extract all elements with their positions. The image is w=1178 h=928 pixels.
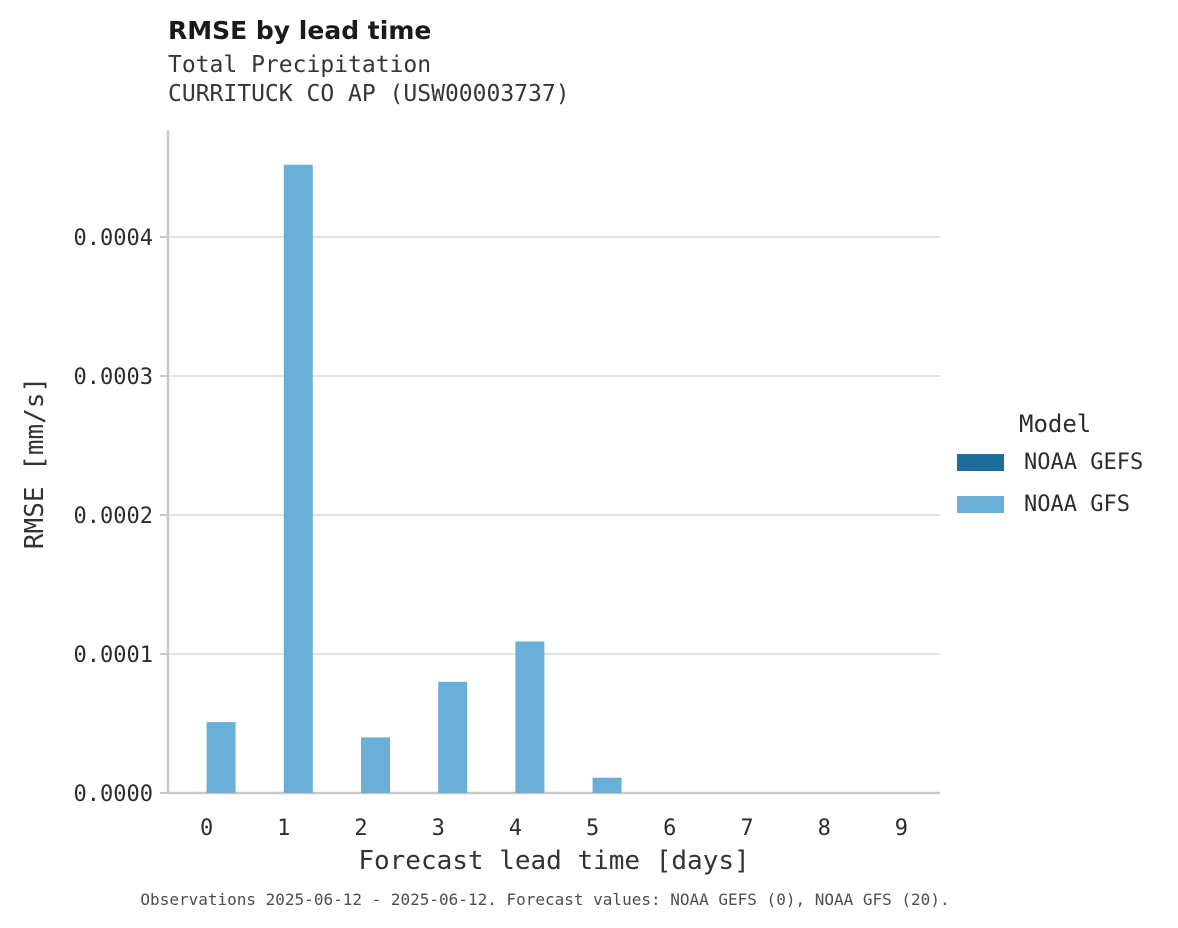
bar-noaa-gfs-day-2: [361, 737, 390, 793]
legend-label-noaa-gefs: NOAA GEFS: [1024, 450, 1144, 475]
y-tick-label: 0.0002: [74, 504, 153, 529]
y-tick-label: 0.0004: [74, 226, 153, 251]
legend-swatch-noaa-gefs: [957, 454, 1004, 471]
legend: Model NOAA GEFS NOAA GFS: [957, 410, 1143, 534]
legend-item-noaa-gefs: NOAA GEFS: [957, 450, 1143, 475]
x-tick-label: 9: [895, 816, 908, 841]
x-tick-label: 3: [432, 816, 445, 841]
legend-title: Model: [1019, 410, 1092, 438]
legend-item-noaa-gfs: NOAA GFS: [957, 492, 1143, 517]
bar-noaa-gfs-day-1: [283, 164, 313, 794]
chart-subtitle-variable: Total Precipitation: [168, 52, 432, 78]
bar-noaa-gfs-day-4: [515, 641, 545, 793]
x-tick-label: 5: [586, 816, 599, 841]
bar-noaa-gfs-day-5: [592, 777, 622, 793]
x-tick-label: 0: [200, 816, 213, 841]
x-tick-label: 4: [509, 816, 522, 841]
x-tick-label: 2: [354, 816, 367, 841]
y-tick-label: 0.0001: [74, 643, 153, 668]
bar-noaa-gfs-day-0: [206, 722, 236, 793]
x-axis-title: Forecast lead time [days]: [358, 846, 750, 876]
x-tick-label: 8: [818, 816, 831, 841]
legend-swatch-noaa-gfs: [957, 496, 1004, 513]
bar-noaa-gfs-day-3: [438, 681, 468, 793]
legend-label-noaa-gfs: NOAA GFS: [1024, 492, 1130, 517]
x-tick-label: 6: [663, 816, 676, 841]
y-tick-label: 0.0000: [74, 782, 153, 807]
chart-title: RMSE by lead time: [168, 16, 432, 45]
x-tick-label: 1: [277, 816, 290, 841]
footer-caption: Observations 2025-06-12 - 2025-06-12. Fo…: [140, 890, 950, 909]
y-tick-label: 0.0003: [74, 365, 153, 390]
x-tick-label: 7: [740, 816, 753, 841]
y-axis-title: RMSE [mm/s]: [20, 376, 50, 550]
chart-subtitle-station: CURRITUCK CO AP (USW00003737): [168, 81, 570, 107]
